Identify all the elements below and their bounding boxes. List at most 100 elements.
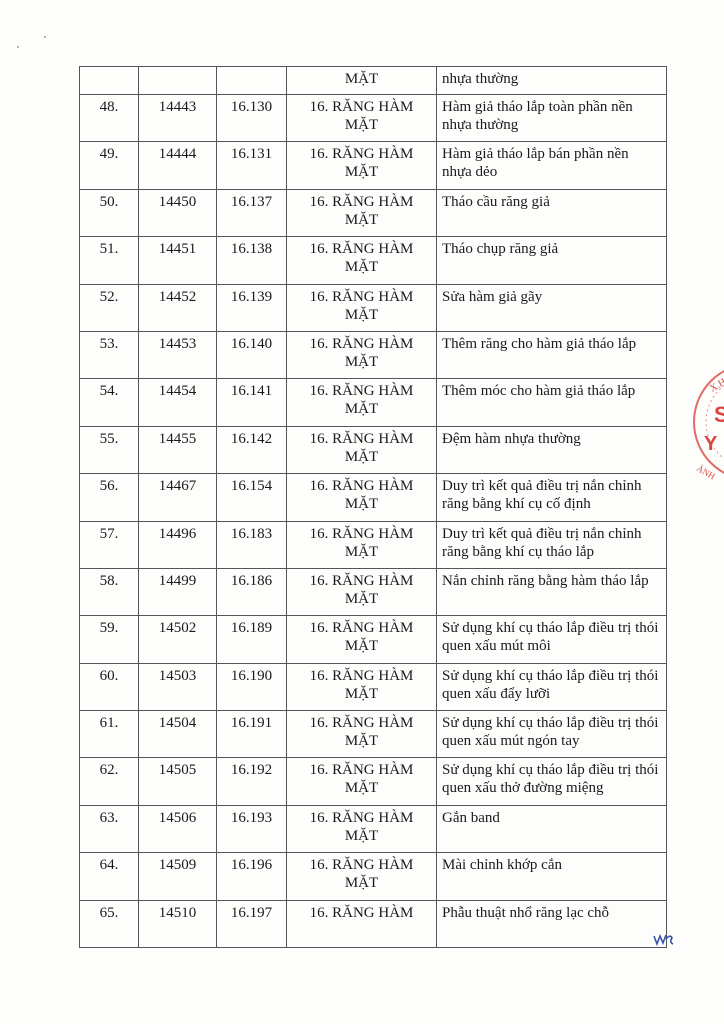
ref-cell: 16.130 [216, 93, 287, 143]
table-row: 56. 14467 16.154 16. RĂNG HÀM MẶT Duy trì kế… [79, 473, 667, 522]
group-cell: 16. RĂNG HÀM MẶT [286, 283, 437, 332]
name-cell: Sử dụng khí cụ tháo lắp điều trị thói qu… [436, 710, 667, 759]
code-cell: 14504 [138, 710, 217, 759]
group-cell: 16. RĂNG HÀM MẶT [286, 188, 437, 238]
stt-cell: 54. [79, 378, 139, 427]
name-cell: Sử dụng khí cụ tháo lắp điều trị thói qu… [436, 662, 667, 712]
name-cell: Phẫu thuật nhổ răng lạc chỗ [436, 899, 667, 949]
name-cell: Hàm giả tháo lắp toàn phần nền nhựa thườ… [436, 93, 667, 143]
table-row: 63. 14506 16.193 16. RĂNG HÀM MẶT Gắn band [79, 804, 667, 854]
ref-cell: 16.183 [216, 520, 287, 569]
initials-signature [653, 933, 674, 947]
table-row: 62. 14505 16.192 16. RĂNG HÀM MẶT Sử dụng kh… [79, 757, 667, 806]
group-cell: 16. RĂNG HÀM MẶT [286, 520, 437, 569]
table-row: 65. 14510 16.197 16. RĂNG HÀM Phẫu thuật nhổ… [79, 899, 667, 949]
name-cell: Sử dụng khí cụ tháo lắp điều trị thói qu… [436, 615, 667, 664]
group-cell: 16. RĂNG HÀM MẶT [286, 710, 437, 759]
stt-cell: 62. [79, 757, 139, 806]
ref-cell: 16.191 [216, 710, 287, 759]
code-cell: 14502 [138, 615, 217, 664]
name-cell: Thêm móc cho hàm giả tháo lắp [436, 378, 667, 427]
stt-cell: 63. [79, 804, 139, 854]
table-row: 64. 14509 16.196 16. RĂNG HÀM MẶT Mài chỉnh … [79, 852, 667, 901]
svg-text:Y: Y [704, 433, 718, 455]
scan-speck [44, 36, 46, 38]
svg-text:X.H.: X.H. [708, 375, 724, 394]
ref-cell: 16.193 [216, 804, 287, 854]
table-row: 52. 14452 16.139 16. RĂNG HÀM MẶT Sửa hàm gi… [79, 283, 667, 332]
table-row: 61. 14504 16.191 16. RĂNG HÀM MẶT Sử dụng kh… [79, 710, 667, 759]
stt-cell: 50. [79, 188, 139, 238]
table-row: 59. 14502 16.189 16. RĂNG HÀM MẶT Sử dụng kh… [79, 615, 667, 664]
table-row: 51. 14451 16.138 16. RĂNG HÀM MẶT Tháo chụp … [79, 236, 667, 285]
stt-cell: 58. [79, 567, 139, 617]
name-cell: nhựa thường [436, 66, 667, 95]
ref-cell [216, 66, 287, 95]
stt-cell: 61. [79, 710, 139, 759]
ref-cell: 16.131 [216, 141, 287, 190]
code-cell: 14506 [138, 804, 217, 854]
code-cell: 14510 [138, 899, 217, 949]
group-cell: 16. RĂNG HÀM MẶT [286, 852, 437, 901]
name-cell: Tháo cầu răng giả [436, 188, 667, 238]
stt-cell [79, 66, 139, 95]
ref-cell: 16.186 [216, 567, 287, 617]
ref-cell: 16.197 [216, 899, 287, 949]
group-cell: 16. RĂNG HÀM [286, 899, 437, 949]
stt-cell: 52. [79, 283, 139, 332]
group-cell: 16. RĂNG HÀM MẶT [286, 93, 437, 143]
table-row: 53. 14453 16.140 16. RĂNG HÀM MẶT Thêm răng … [79, 330, 667, 380]
code-cell [138, 66, 217, 95]
ref-cell: 16.190 [216, 662, 287, 712]
group-cell: 16. RĂNG HÀM MẶT [286, 804, 437, 854]
stt-cell: 53. [79, 330, 139, 380]
stt-cell: 60. [79, 662, 139, 712]
ref-cell: 16.142 [216, 425, 287, 475]
ref-cell: 16.189 [216, 615, 287, 664]
code-cell: 14451 [138, 236, 217, 285]
table-row: 54. 14454 16.141 16. RĂNG HÀM MẶT Thêm móc c… [79, 378, 667, 427]
ref-cell: 16.196 [216, 852, 287, 901]
stt-cell: 57. [79, 520, 139, 569]
table-row: 48. 14443 16.130 16. RĂNG HÀM MẶT Hàm giả th… [79, 93, 667, 143]
stt-cell: 56. [79, 473, 139, 522]
code-cell: 14453 [138, 330, 217, 380]
stt-cell: 59. [79, 615, 139, 664]
code-cell: 14503 [138, 662, 217, 712]
ref-cell: 16.137 [216, 188, 287, 238]
stt-cell: 64. [79, 852, 139, 901]
table-row-continued: MẶT nhựa thường [79, 66, 667, 95]
group-cell: 16. RĂNG HÀM MẶT [286, 757, 437, 806]
name-cell: Tháo chụp răng giả [436, 236, 667, 285]
group-cell: 16. RĂNG HÀM MẶT [286, 615, 437, 664]
code-cell: 14505 [138, 757, 217, 806]
name-cell: Nắn chỉnh răng bằng hàm tháo lắp [436, 567, 667, 617]
name-cell: Duy trì kết quả điều trị nắn chỉnh răng … [436, 473, 667, 522]
name-cell: Gắn band [436, 804, 667, 854]
group-cell: 16. RĂNG HÀM MẶT [286, 473, 437, 522]
group-cell: 16. RĂNG HÀM MẶT [286, 330, 437, 380]
name-cell: Sử dụng khí cụ tháo lắp điều trị thói qu… [436, 757, 667, 806]
code-cell: 14454 [138, 378, 217, 427]
group-cell: 16. RĂNG HÀM MẶT [286, 378, 437, 427]
group-cell: 16. RĂNG HÀM MẶT [286, 567, 437, 617]
code-cell: 14467 [138, 473, 217, 522]
stt-cell: 49. [79, 141, 139, 190]
code-cell: 14444 [138, 141, 217, 190]
ref-cell: 16.139 [216, 283, 287, 332]
group-cell: 16. RĂNG HÀM MẶT [286, 141, 437, 190]
ref-cell: 16.141 [216, 378, 287, 427]
name-cell: Hàm giả tháo lắp bán phần nền nhựa dẻo [436, 141, 667, 190]
name-cell: Mài chỉnh khớp cắn [436, 852, 667, 901]
name-cell: Thêm răng cho hàm giả tháo lắp [436, 330, 667, 380]
code-cell: 14496 [138, 520, 217, 569]
stt-cell: 48. [79, 93, 139, 143]
table-row: 60. 14503 16.190 16. RĂNG HÀM MẶT Sử dụng kh… [79, 662, 667, 712]
code-cell: 14450 [138, 188, 217, 238]
stt-cell: 55. [79, 425, 139, 475]
code-cell: 14452 [138, 283, 217, 332]
group-cell: 16. RĂNG HÀM MẶT [286, 236, 437, 285]
name-cell: Đệm hàm nhựa thường [436, 425, 667, 475]
group-cell: 16. RĂNG HÀM MẶT [286, 425, 437, 475]
group-cell: MẶT [286, 66, 437, 95]
